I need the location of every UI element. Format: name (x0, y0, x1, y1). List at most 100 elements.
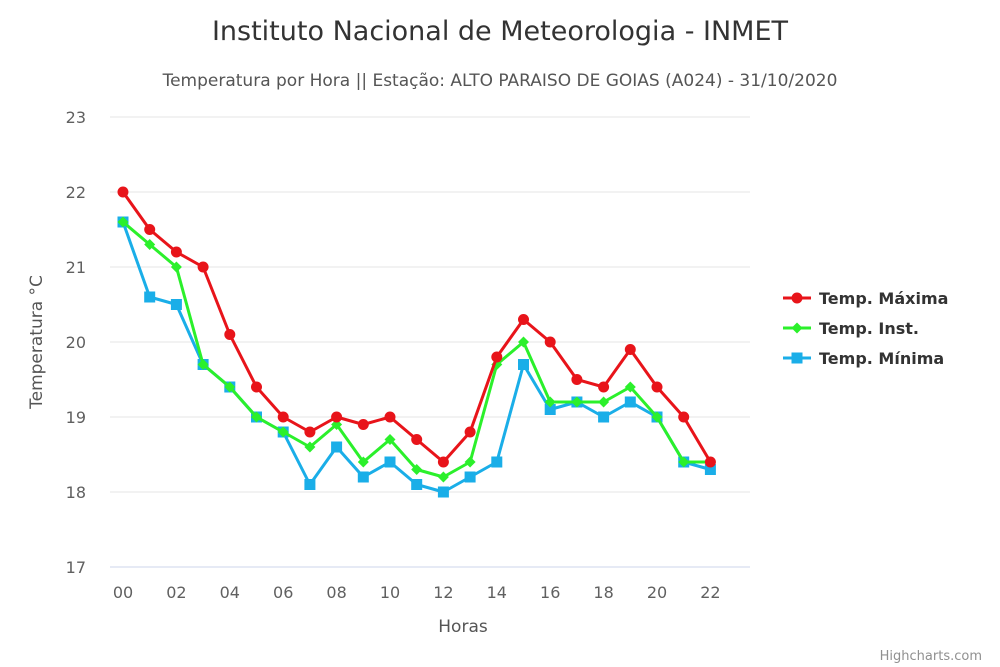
data-point-max[interactable] (304, 426, 316, 438)
series-inst (117, 216, 716, 483)
data-point-min[interactable] (384, 456, 396, 468)
x-tick-label: 10 (380, 583, 400, 602)
y-tick-label: 23 (66, 108, 86, 127)
data-point-inst[interactable] (251, 411, 262, 423)
x-tick-label: 02 (166, 583, 186, 602)
y-tick-label: 19 (66, 408, 86, 427)
data-point-max[interactable] (251, 381, 262, 393)
series-line-min (121, 220, 712, 494)
chart-title: Instituto Nacional de Meteorologia - INM… (212, 16, 789, 47)
data-point-max[interactable] (464, 426, 476, 438)
y-axis-title: Temperatura °C (27, 275, 47, 410)
x-tick-label: 12 (433, 583, 453, 602)
data-point-inst[interactable] (571, 396, 583, 408)
data-point-max[interactable] (437, 456, 449, 468)
data-point-max[interactable] (144, 224, 156, 235)
data-point-min[interactable] (464, 471, 476, 483)
legend-marker-inst (791, 322, 803, 334)
data-point-inst[interactable] (170, 261, 182, 273)
data-point-min[interactable] (144, 291, 156, 303)
x-tick-label: 18 (593, 583, 613, 602)
data-point-min[interactable] (544, 404, 556, 415)
data-point-min[interactable] (357, 471, 369, 483)
data-point-inst[interactable] (678, 456, 690, 468)
data-point-max[interactable] (651, 381, 663, 393)
data-point-inst[interactable] (624, 381, 636, 393)
data-point-min[interactable] (704, 464, 716, 475)
legend-marker-min (791, 352, 803, 364)
legend-item-inst[interactable]: Temp. Inst. (783, 319, 919, 338)
data-point-max[interactable] (384, 411, 396, 423)
legend-label-inst: Temp. Inst. (819, 319, 919, 338)
legend-marker-max (791, 292, 803, 304)
data-point-inst[interactable] (277, 426, 289, 438)
data-point-min[interactable] (411, 479, 423, 490)
data-point-inst[interactable] (518, 336, 529, 348)
data-point-inst[interactable] (197, 359, 209, 370)
x-tick-label: 14 (487, 583, 507, 602)
data-point-max[interactable] (357, 419, 369, 430)
data-point-min[interactable] (518, 359, 529, 370)
data-point-inst[interactable] (357, 456, 369, 468)
legend-item-min[interactable]: Temp. Mínima (783, 349, 944, 368)
data-point-inst[interactable] (651, 411, 663, 423)
y-axis-ticks: 17 18 19 20 21 22 23 (66, 108, 86, 577)
legend-label-min: Temp. Mínima (819, 349, 944, 368)
data-point-inst[interactable] (598, 396, 610, 408)
data-point-min[interactable] (624, 396, 636, 408)
x-tick-label: 06 (273, 583, 293, 602)
grid (110, 116, 750, 568)
data-point-inst[interactable] (544, 396, 556, 408)
x-axis-ticks: 00 02 04 06 08 10 12 14 16 18 20 22 (113, 583, 721, 602)
data-point-min[interactable] (170, 299, 182, 310)
data-point-max[interactable] (571, 374, 583, 385)
x-tick-label: 20 (647, 583, 667, 602)
data-point-max[interactable] (544, 336, 556, 348)
credits-link[interactable]: Highcharts.com (880, 649, 982, 664)
data-point-max[interactable] (624, 344, 636, 355)
data-point-min[interactable] (304, 479, 316, 490)
data-point-inst[interactable] (464, 456, 476, 468)
data-point-inst[interactable] (224, 381, 236, 393)
series-line-max (121, 190, 712, 464)
data-point-inst[interactable] (304, 441, 316, 453)
data-point-max[interactable] (491, 351, 503, 363)
y-tick-label: 20 (66, 333, 86, 352)
series-group (117, 186, 716, 498)
y-tick-label: 17 (66, 558, 86, 577)
data-point-max[interactable] (224, 329, 236, 340)
data-point-min[interactable] (437, 486, 449, 498)
y-tick-label: 21 (66, 258, 86, 277)
data-point-inst[interactable] (384, 434, 396, 445)
data-point-max[interactable] (518, 314, 529, 325)
legend-item-max[interactable]: Temp. Máxima (783, 289, 948, 308)
data-point-inst[interactable] (411, 464, 423, 475)
data-point-max[interactable] (704, 456, 716, 468)
x-tick-label: 22 (700, 583, 720, 602)
data-point-max[interactable] (598, 381, 610, 393)
data-point-inst[interactable] (437, 471, 449, 483)
data-point-min[interactable] (598, 411, 610, 423)
y-tick-label: 22 (66, 183, 86, 202)
x-tick-label: 08 (326, 583, 346, 602)
data-point-min[interactable] (331, 441, 343, 453)
data-point-max[interactable] (277, 411, 289, 423)
series-max (117, 186, 716, 468)
data-point-max[interactable] (197, 261, 209, 273)
chart-subtitle: Temperatura por Hora || Estação: ALTO PA… (162, 71, 838, 91)
data-point-min[interactable] (491, 456, 503, 468)
x-axis-title: Horas (438, 617, 488, 637)
data-point-max[interactable] (678, 411, 690, 423)
x-tick-label: 16 (540, 583, 560, 602)
legend-label-max: Temp. Máxima (819, 289, 948, 308)
data-point-max[interactable] (170, 246, 182, 258)
x-tick-label: 00 (113, 583, 133, 602)
data-point-inst[interactable] (117, 216, 129, 228)
x-tick-label: 04 (220, 583, 240, 602)
data-point-max[interactable] (331, 411, 343, 423)
legend: Temp. Máxima Temp. Inst. Temp. Mínima (783, 289, 948, 368)
data-point-inst[interactable] (144, 239, 156, 250)
data-point-max[interactable] (117, 186, 129, 198)
data-point-max[interactable] (411, 434, 423, 445)
